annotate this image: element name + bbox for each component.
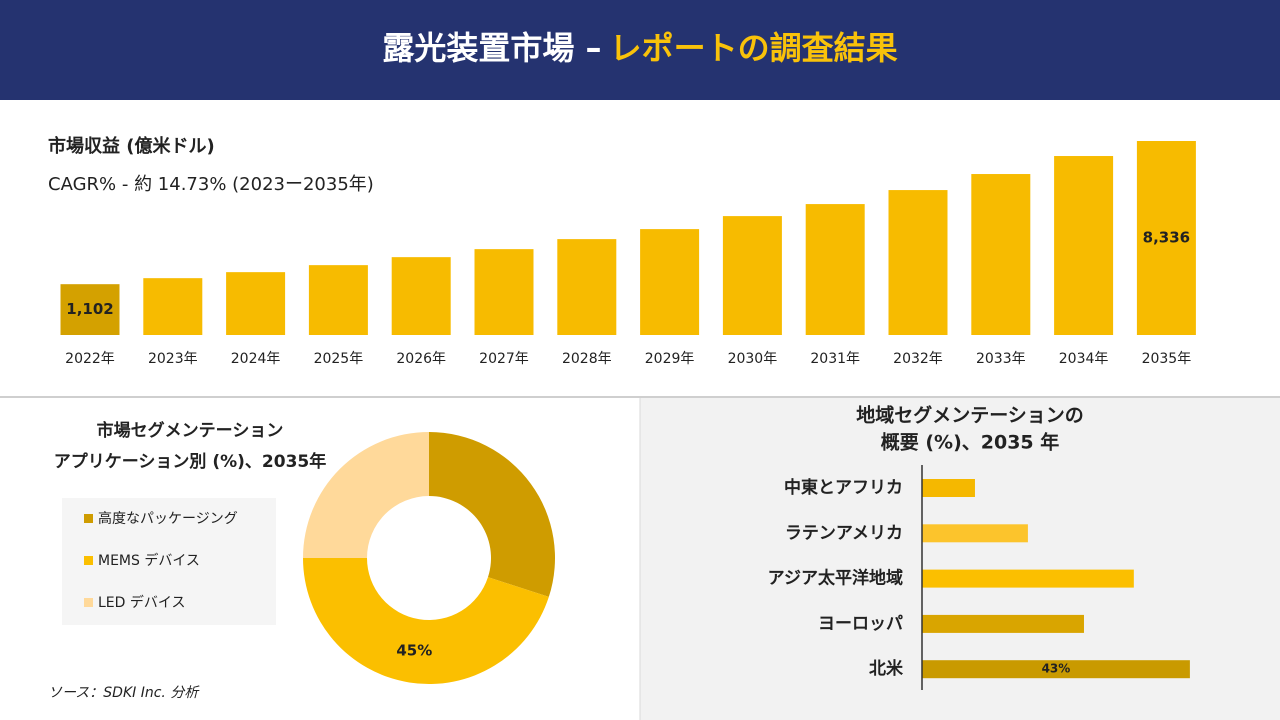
bar <box>922 524 1028 543</box>
donut-segment <box>303 558 549 685</box>
x-tick-label: 2026年 <box>396 351 446 367</box>
legend-box <box>62 498 276 625</box>
bar <box>143 278 203 335</box>
donut-title: 市場セグメンテーション <box>97 420 284 441</box>
bar <box>888 190 948 335</box>
x-tick-label: 2034年 <box>1059 351 1109 367</box>
data-label: 45% <box>396 641 432 659</box>
x-tick-label: 2022年 <box>65 351 115 367</box>
header-title-accent: レポートの調査結果 <box>610 29 898 67</box>
region-title: 地域セグメンテーションの <box>856 404 1084 427</box>
x-tick-label: 2035年 <box>1142 351 1192 367</box>
bar <box>1054 156 1114 335</box>
chart-title: 市場収益 (億米ドル) <box>48 135 215 157</box>
data-label: 43% <box>1042 662 1071 676</box>
x-tick-label: 2023年 <box>148 351 198 367</box>
x-tick-label: 2024年 <box>231 351 281 367</box>
data-label: 8,336 <box>1143 229 1190 247</box>
bar <box>226 272 286 335</box>
legend-swatch <box>84 556 93 565</box>
x-tick-label: 2032年 <box>893 351 943 367</box>
bar <box>922 614 1084 633</box>
y-tick-label: アジア太平洋地域 <box>768 568 903 589</box>
y-tick-label: 中東とアフリカ <box>784 477 903 498</box>
donut-segment <box>303 432 429 558</box>
bar <box>922 479 975 497</box>
bar <box>640 229 700 335</box>
bar <box>557 239 617 335</box>
bar <box>1136 141 1196 335</box>
data-label: 1,102 <box>66 300 113 318</box>
x-tick-label: 2031年 <box>810 351 860 367</box>
bar <box>60 284 120 335</box>
bar <box>474 249 534 335</box>
legend-swatch <box>84 598 93 607</box>
legend-swatch <box>84 514 93 523</box>
donut-title: アプリケーション別 (%)、2035年 <box>54 451 326 472</box>
legend-label: LED デバイス <box>98 594 185 611</box>
bar <box>391 257 451 335</box>
x-tick-label: 2033年 <box>976 351 1026 367</box>
header-band <box>0 0 1280 100</box>
bar <box>308 265 368 335</box>
x-tick-label: 2030年 <box>728 351 778 367</box>
bar <box>922 660 1190 679</box>
header-title: 露光装置市場 – レポートの調査結果 <box>382 29 897 67</box>
chart-subtitle: CAGR% - 約 14.73% (2023ー2035年) <box>48 174 374 195</box>
x-tick-label: 2028年 <box>562 351 612 367</box>
bar <box>722 216 782 335</box>
legend-label: MEMS デバイス <box>98 552 200 569</box>
x-tick-label: 2025年 <box>314 351 364 367</box>
y-tick-label: ラテンアメリカ <box>785 523 903 543</box>
header-title-main: 露光装置市場 – <box>382 29 601 67</box>
y-tick-label: 北米 <box>869 658 904 679</box>
bar <box>971 174 1031 335</box>
bar <box>922 569 1134 588</box>
y-tick-label: ヨーロッパ <box>818 614 903 634</box>
x-tick-label: 2027年 <box>479 351 529 367</box>
region-title: 概要 (%)、2035 年 <box>881 431 1060 454</box>
bar <box>805 204 865 335</box>
donut-segment <box>429 432 555 597</box>
source: ソース：SDKI Inc. 分析 <box>48 685 200 701</box>
x-tick-label: 2029年 <box>645 351 695 367</box>
legend-label: 高度なパッケージング <box>98 510 238 527</box>
